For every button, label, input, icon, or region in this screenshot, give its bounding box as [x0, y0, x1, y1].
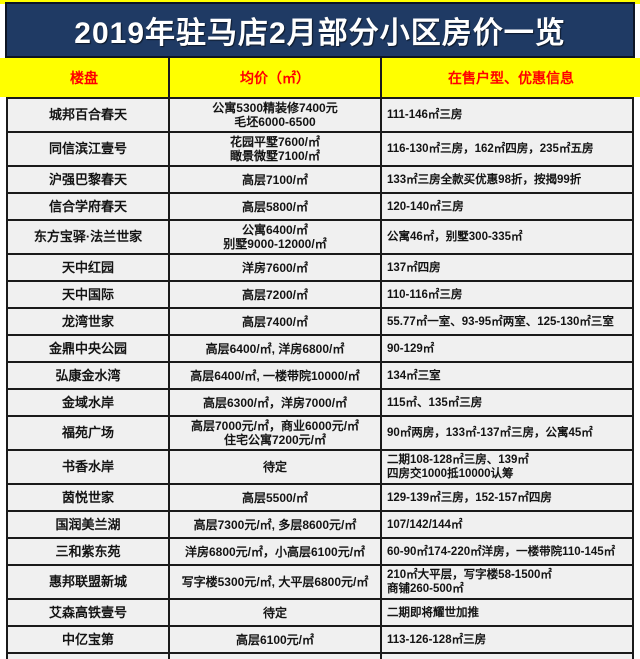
listing-info: 60-90㎡174-220㎡洋房，一楼带院110-145㎡ — [387, 545, 616, 558]
table-row: 茵悦世家 高层5500/㎡ 129-139㎡三房，152-157㎡四房 — [8, 485, 632, 512]
listing-info: 113-126-128㎡三房 — [387, 633, 487, 646]
average-price: 洋房6800元/㎡，小高层6100元/㎡ — [170, 539, 382, 564]
table-row: 沪强巴黎春天 高层7100/㎡ 133㎡三房全款买优惠98折，按揭99折 — [8, 167, 632, 194]
average-price: 高层7400/㎡ — [170, 309, 382, 334]
table-row: 同信滨江壹号 花园平墅7600/㎡ 瞰景微墅7100/㎡ 116-130㎡三房，162… — [8, 133, 632, 167]
average-price: 高层5500/㎡ — [170, 485, 382, 510]
listing-info: 二期108-128㎡三房、139㎡ 四房交1000抵10000认筹 — [387, 454, 529, 480]
table-row: 艾森高铁壹号 待定 二期即将耀世加推 — [8, 600, 632, 627]
table-row: 东方宝驿·法兰世家 公寓6400/㎡ 别墅9000-12000/㎡ 公寓46㎡，别墅3… — [8, 221, 632, 255]
average-price: 待定 — [170, 600, 382, 625]
table-row: 惠邦联盟新城 写字楼5300元/㎡, 大平层6800元/㎡ 210㎡大平层，写字楼5… — [8, 566, 632, 600]
property-name: 书香水岸 — [8, 451, 170, 483]
table-row: 书香水岸 待定 二期108-128㎡三房、139㎡ 四房交1000抵10000认筹 — [8, 451, 632, 485]
listing-info: 107/142/144㎡ — [387, 518, 463, 531]
table-row: 天中国际 高层7200/㎡ 110-116㎡三房 — [8, 282, 632, 309]
average-price: 高层5800/㎡ — [170, 194, 382, 219]
average-price: 待定 — [170, 451, 382, 483]
property-name: 福苑广场 — [8, 417, 170, 449]
average-price: 高层7100/㎡ — [170, 167, 382, 192]
property-name: 龙湾世家 — [8, 309, 170, 334]
average-price: 高层6300/㎡，洋房7000/㎡ — [170, 390, 382, 415]
table-row: 龙湾世家 高层7400/㎡ 55.77㎡一室、93-95㎡两室、125-130㎡三室 — [8, 309, 632, 336]
title-bar: 2019年驻马店2月部分小区房价一览 — [5, 2, 635, 58]
average-price: 洋房7600/㎡ — [170, 255, 382, 280]
average-price: 高层7300元/㎡, 多层8600元/㎡ — [170, 512, 382, 537]
table-row: 城邦百合春天 公寓5300精装修7400元 毛坯6000-6500 111-146㎡三… — [8, 99, 632, 133]
average-price: 高层6100元/㎡ — [170, 627, 382, 652]
property-name: 三和紫东苑 — [8, 539, 170, 564]
property-name: 沪强巴黎春天 — [8, 167, 170, 192]
listing-info: 120-140㎡三房 — [387, 200, 464, 213]
average-price: 写字楼5300元/㎡, 大平层6800元/㎡ — [170, 566, 382, 598]
listing-info: 210㎡大平层，写字楼58-1500㎡ 商铺260-500㎡ — [387, 569, 552, 595]
property-name: 茵悦世家 — [8, 485, 170, 510]
listing-info: 116-130㎡三房，162㎡四房，235㎡五房 — [387, 143, 594, 155]
property-name: 惠邦联盟新城 — [8, 566, 170, 598]
average-price: 花园平墅7600/㎡ 瞰景微墅7100/㎡ — [170, 133, 382, 165]
listing-info — [382, 654, 632, 659]
listing-info: 90㎡两房，133㎡-137㎡三房，公寓45㎡ — [387, 427, 593, 439]
listing-info: 二期即将耀世加推 — [387, 606, 479, 619]
column-header-property: 楼盘 — [0, 58, 170, 97]
property-name: 天中红园 — [8, 255, 170, 280]
listing-info: 90-129㎡ — [387, 342, 435, 355]
table-row: 信合学府春天 高层5800/㎡ 120-140㎡三房 — [8, 194, 632, 221]
property-name: 东方宝驿·法兰世家 — [8, 221, 170, 253]
table-row: 国润美兰湖 高层7300元/㎡, 多层8600元/㎡ 107/142/144㎡ — [8, 512, 632, 539]
property-name: 同信滨江壹号 — [8, 133, 170, 165]
property-name: 天中国际 — [8, 282, 170, 307]
property-name: 城邦百合春天 — [8, 99, 170, 131]
listing-info: 115㎡、135㎡三房 — [387, 396, 483, 409]
property-name: 弘康金水湾 — [8, 363, 170, 388]
table-header-row: 楼盘 均价（㎡） 在售户型、优惠信息 — [0, 58, 640, 97]
column-header-avg-price: 均价（㎡） — [170, 58, 382, 97]
property-name: 国润美兰湖 — [8, 512, 170, 537]
average-price: 高层6400/㎡, 一楼带院10000/㎡ — [170, 363, 382, 388]
listing-info: 55.77㎡一室、93-95㎡两室、125-130㎡三室 — [387, 315, 614, 328]
listing-info: 133㎡三房全款买优惠98折，按揭99折 — [387, 173, 582, 186]
listing-info: 110-116㎡三房 — [387, 288, 463, 301]
listing-info: 134㎡三室 — [387, 369, 441, 382]
listing-info: 137㎡四房 — [387, 261, 441, 274]
price-table-body: 城邦百合春天 公寓5300精装修7400元 毛坯6000-6500 111-146㎡三… — [6, 97, 634, 659]
table-row: 弘康金水湾 高层6400/㎡, 一楼带院10000/㎡ 134㎡三室 — [8, 363, 632, 390]
average-price — [170, 654, 382, 659]
average-price: 高层7200/㎡ — [170, 282, 382, 307]
average-price: 公寓5300精装修7400元 毛坯6000-6500 — [170, 99, 382, 131]
property-name: 中亿宝第 — [8, 627, 170, 652]
table-row: 三和紫东苑 洋房6800元/㎡，小高层6100元/㎡ 60-90㎡174-220㎡洋… — [8, 539, 632, 566]
table-row: 福苑广场 高层7000元/㎡，商业6000元/㎡ 住宅公寓7200元/㎡ 90㎡两房，… — [8, 417, 632, 451]
table-row: 天中红园 洋房7600/㎡ 137㎡四房 — [8, 255, 632, 282]
table-row: 金鼎中央公园 高层6400/㎡, 洋房6800/㎡ 90-129㎡ — [8, 336, 632, 363]
table-row: 中亿宝第 高层6100元/㎡ 113-126-128㎡三房 — [8, 627, 632, 654]
listing-info: 公寓46㎡，别墅300-335㎡ — [387, 231, 523, 243]
property-name: 金域水岸 — [8, 390, 170, 415]
listing-info: 111-146㎡三房 — [387, 109, 463, 121]
property-name: 金鼎中央公园 — [8, 336, 170, 361]
listing-info: 129-139㎡三房，152-157㎡四房 — [387, 491, 552, 504]
column-header-units-info: 在售户型、优惠信息 — [448, 69, 574, 86]
property-name: 信合学府春天 — [8, 194, 170, 219]
average-price: 高层6400/㎡, 洋房6800/㎡ — [170, 336, 382, 361]
property-name: 艾森高铁壹号 — [8, 600, 170, 625]
average-price: 高层7000元/㎡，商业6000元/㎡ 住宅公寓7200元/㎡ — [170, 417, 382, 449]
table-row: 金域水岸 高层6300/㎡，洋房7000/㎡ 115㎡、135㎡三房 — [8, 390, 632, 417]
average-price: 公寓6400/㎡ 别墅9000-12000/㎡ — [170, 221, 382, 253]
property-name — [8, 654, 170, 659]
page-title: 2019年驻马店2月部分小区房价一览 — [74, 17, 566, 50]
table-row-partial — [8, 654, 632, 659]
